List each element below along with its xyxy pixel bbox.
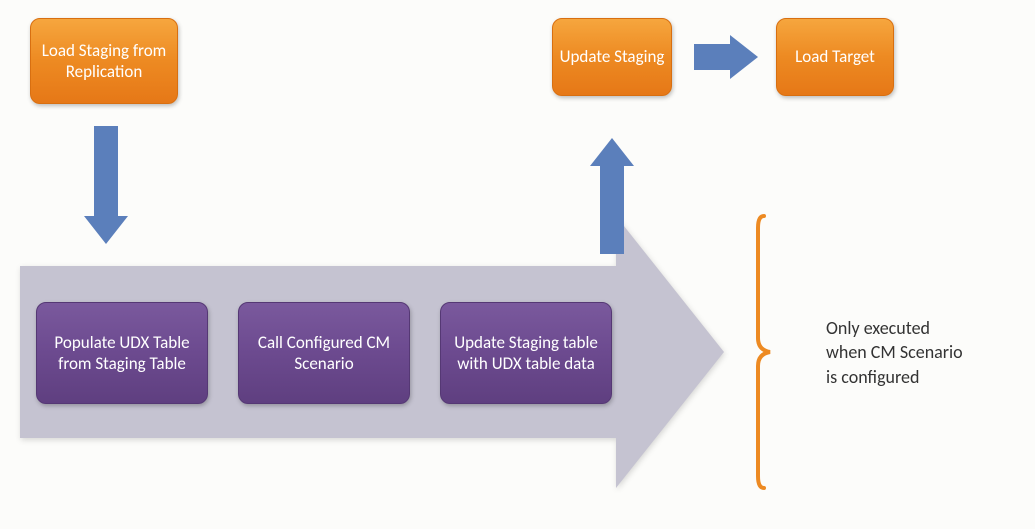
arrow-right-head-icon — [730, 35, 758, 79]
node-label: Load Target — [795, 46, 875, 67]
node-load-staging-from-replication: Load Staging from Replication — [30, 18, 178, 104]
note-line: Only executed — [826, 316, 963, 340]
note-line: when CM Scenario — [826, 340, 963, 364]
node-label: Update Staging table with UDX table data — [447, 332, 605, 375]
bracket-icon — [756, 214, 796, 490]
node-call-configured-cm-scenario: Call Configured CM Scenario — [238, 302, 410, 404]
note-line: is configured — [826, 365, 963, 389]
node-load-target: Load Target — [776, 18, 894, 96]
node-update-staging-with-udx: Update Staging table with UDX table data — [440, 302, 612, 404]
chevron-head — [616, 216, 724, 488]
node-update-staging: Update Staging — [552, 18, 672, 96]
arrow-up-head-icon — [590, 138, 634, 166]
arrow-up-icon — [600, 166, 624, 254]
node-populate-udx-table: Populate UDX Table from Staging Table — [36, 302, 208, 404]
node-label: Populate UDX Table from Staging Table — [43, 332, 201, 375]
arrow-right-icon — [694, 44, 730, 70]
node-label: Update Staging — [560, 46, 665, 67]
arrow-down-icon — [94, 126, 118, 216]
node-label: Call Configured CM Scenario — [245, 332, 403, 375]
node-label: Load Staging from Replication — [37, 40, 171, 83]
note-text: Only executed when CM Scenario is config… — [826, 316, 963, 389]
arrow-down-head-icon — [84, 216, 128, 244]
